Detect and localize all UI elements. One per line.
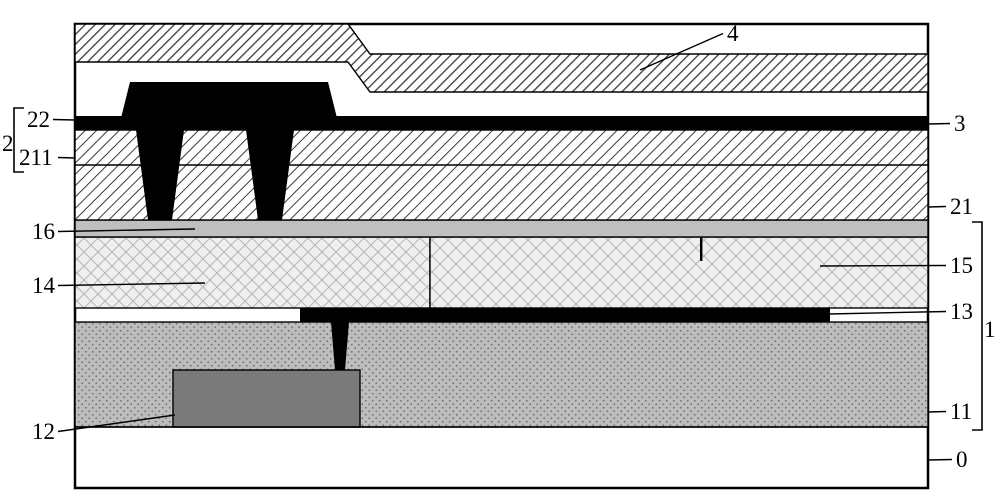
leader-0 [928, 460, 952, 461]
layer-15 [430, 237, 928, 308]
label-1: 1 [984, 318, 996, 341]
label-14: 14 [32, 274, 55, 297]
leader-21 [928, 207, 946, 208]
leader-22 [53, 120, 75, 121]
bracket-1 [972, 222, 982, 430]
block-12 [173, 370, 360, 427]
label-12: 12 [32, 420, 55, 443]
label-16: 16 [32, 220, 55, 243]
layer-21 [75, 130, 928, 220]
layer-16 [75, 220, 928, 237]
label-11: 11 [950, 400, 972, 423]
label-22: 22 [27, 108, 50, 131]
label-211: 211 [19, 146, 53, 169]
label-15: 15 [950, 254, 973, 277]
layer-13 [300, 308, 830, 322]
leader-211 [58, 158, 75, 159]
label-3: 3 [954, 112, 966, 135]
diagram-root: 432115131110222211161412 [0, 0, 1000, 503]
leader-3 [928, 124, 950, 125]
label-4: 4 [727, 22, 739, 45]
label-13: 13 [950, 300, 973, 323]
label-0: 0 [956, 448, 968, 471]
cross-section-svg [0, 0, 1000, 503]
label-2: 2 [2, 132, 14, 155]
leader-11 [928, 412, 946, 413]
leader-15 [820, 266, 946, 267]
layer-14 [75, 237, 430, 308]
label-21: 21 [950, 195, 973, 218]
